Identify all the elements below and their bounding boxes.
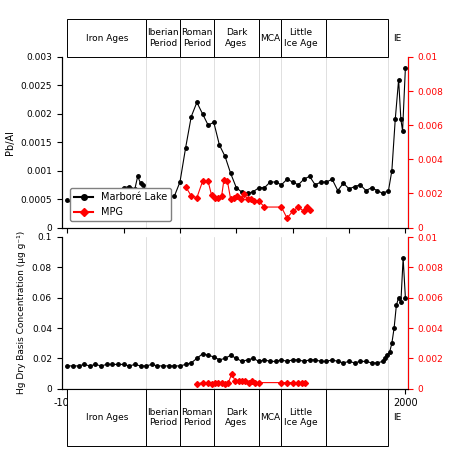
- X-axis label: Year (CE): Year (CE): [210, 414, 260, 424]
- Text: Dark
Ages: Dark Ages: [225, 28, 247, 48]
- Y-axis label: Hg Dry Basis Concentration (μg g⁻¹): Hg Dry Basis Concentration (μg g⁻¹): [17, 231, 26, 394]
- Text: IE: IE: [393, 34, 401, 43]
- FancyBboxPatch shape: [214, 389, 259, 447]
- Text: Iberian
Period: Iberian Period: [147, 28, 179, 48]
- FancyBboxPatch shape: [327, 19, 389, 57]
- Text: IE: IE: [393, 413, 401, 422]
- FancyBboxPatch shape: [146, 19, 180, 57]
- Text: Roman
Period: Roman Period: [181, 28, 212, 48]
- FancyBboxPatch shape: [67, 19, 146, 57]
- Text: Roman
Period: Roman Period: [181, 408, 212, 427]
- Text: MCA: MCA: [260, 34, 280, 43]
- FancyBboxPatch shape: [259, 389, 282, 447]
- FancyBboxPatch shape: [180, 389, 214, 447]
- FancyBboxPatch shape: [259, 19, 282, 57]
- Text: Iron Ages: Iron Ages: [85, 34, 128, 43]
- FancyBboxPatch shape: [282, 19, 327, 57]
- Y-axis label: Pb/Al: Pb/Al: [5, 130, 15, 155]
- FancyBboxPatch shape: [214, 19, 259, 57]
- FancyBboxPatch shape: [282, 389, 327, 447]
- FancyBboxPatch shape: [146, 389, 180, 447]
- FancyBboxPatch shape: [327, 389, 389, 447]
- Text: Dark
Ages: Dark Ages: [225, 408, 247, 427]
- Text: MCA: MCA: [260, 413, 280, 422]
- Text: Iron Ages: Iron Ages: [85, 413, 128, 422]
- Text: Little
Ice Age: Little Ice Age: [284, 28, 318, 48]
- Legend: Marboré Lake, MPG: Marboré Lake, MPG: [70, 188, 171, 221]
- FancyBboxPatch shape: [180, 19, 214, 57]
- FancyBboxPatch shape: [67, 389, 146, 447]
- Text: Iberian
Period: Iberian Period: [147, 408, 179, 427]
- Text: Little
Ice Age: Little Ice Age: [284, 408, 318, 427]
